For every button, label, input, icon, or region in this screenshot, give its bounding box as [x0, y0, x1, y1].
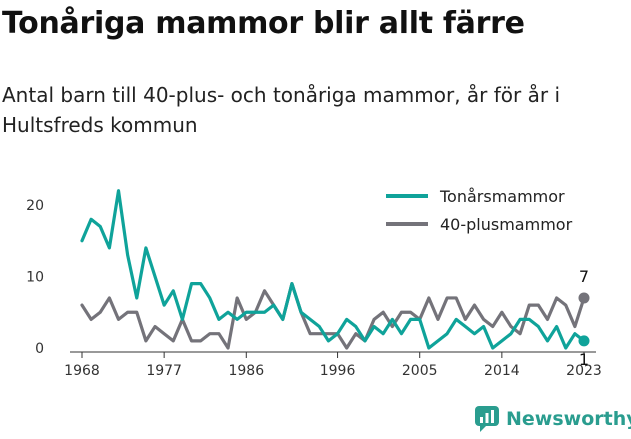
series-layer — [80, 189, 586, 350]
legend-label: 40-plusmammor — [440, 215, 573, 234]
end-point-label: 7 — [579, 267, 589, 286]
newsworthy-logo-icon — [475, 406, 499, 432]
series-line-40-plusmammor — [80, 282, 586, 350]
end-point-marker — [578, 292, 590, 304]
x-tick-label: 2014 — [484, 363, 520, 379]
end-point-label: 1 — [579, 350, 589, 369]
x-tick-label: 1968 — [64, 363, 100, 379]
brand-name: Newsworthy — [506, 408, 631, 430]
legend: Tonårsmammor 40-plusmammor — [386, 187, 573, 234]
chart-subtitle: Antal barn till 40-plus- och tonåriga ma… — [2, 83, 561, 137]
series-line-tonarsmammor — [80, 189, 586, 350]
y-tick-label: 20 — [26, 198, 44, 214]
chart-title: Tonåriga mammor blir allt färre — [2, 6, 525, 41]
x-tick-label: 1996 — [320, 363, 356, 379]
end-point-labels: 71 — [578, 267, 590, 369]
x-tick-label: 1977 — [146, 363, 182, 379]
y-tick-label: 0 — [35, 341, 44, 357]
y-tick-label: 10 — [26, 270, 44, 286]
y-axis: 0 10 20 — [26, 198, 44, 357]
x-tick-label: 1986 — [228, 363, 264, 379]
x-tick-label: 2023 — [566, 363, 602, 379]
end-point-marker — [578, 335, 590, 347]
x-axis: 1968 1977 1986 1996 2005 2014 2023 — [64, 351, 602, 379]
brand-logo: Newsworthy — [475, 406, 631, 432]
x-tick-label: 2005 — [402, 363, 438, 379]
legend-label: Tonårsmammor — [439, 187, 565, 206]
